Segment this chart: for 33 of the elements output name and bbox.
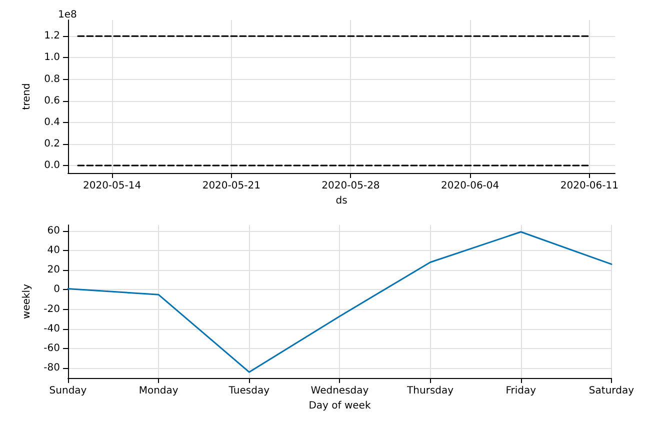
y-tick-label: -80 (44, 362, 60, 374)
annotation: 1e8 (58, 10, 77, 20)
y-tick-label: 1.0 (44, 52, 60, 64)
y-tick-label: 1.2 (44, 30, 60, 42)
x-tick-label: 2020-05-28 (322, 180, 380, 192)
y-tick-label: 0 (54, 284, 60, 296)
x-tick-label: 2020-05-21 (202, 180, 260, 192)
x-axis-title: ds (336, 195, 348, 206)
x-tick-label: 2020-05-14 (82, 180, 142, 192)
y-tick-label: 0.8 (44, 74, 60, 85)
line-series (67, 231, 612, 373)
y-tick-label: 20 (47, 264, 60, 276)
y-axis-title: weekly (22, 284, 32, 319)
x-tick-label: Friday (506, 386, 536, 396)
y-tick-label: -40 (44, 323, 60, 334)
y-tick-label: 40 (47, 245, 60, 256)
x-tick-label: Thursday (406, 386, 454, 396)
y-tick-label: 0.4 (44, 116, 60, 128)
x-tick-label: Saturday (588, 386, 634, 396)
y-axis-title: trend (22, 83, 32, 110)
x-axis-title: Day of week (308, 400, 371, 412)
x-tick-label: Sunday (49, 386, 87, 396)
x-tick-label: Tuesday (228, 386, 270, 396)
y-tick-label: -20 (44, 304, 60, 315)
x-tick-label: Monday (138, 386, 178, 396)
y-tick-label: 60 (47, 225, 60, 236)
y-tick-label: 0.2 (44, 138, 60, 150)
x-tick-label: Wednesday (310, 386, 369, 396)
y-tick-label: 0.0 (44, 160, 60, 171)
x-tick-label: 2020-06-11 (560, 180, 618, 192)
y-tick-label: 0.6 (44, 95, 60, 106)
x-tick-label: 2020-06-04 (441, 180, 500, 192)
y-tick-label: -60 (44, 343, 60, 354)
